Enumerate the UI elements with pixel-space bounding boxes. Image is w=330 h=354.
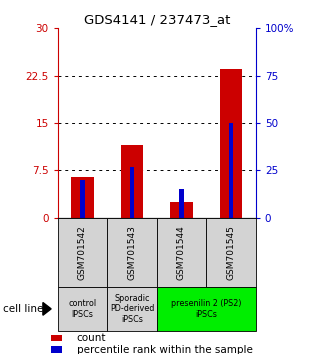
Bar [170,202,193,218]
Text: Sporadic
PD-derived
iPSCs: Sporadic PD-derived iPSCs [110,294,154,324]
Bar [220,69,242,218]
Bar [228,123,234,218]
Bar [129,167,135,218]
Text: count: count [77,333,106,343]
Bar [206,218,256,287]
Text: GSM701543: GSM701543 [127,225,137,280]
Text: GSM701545: GSM701545 [226,225,236,280]
Polygon shape [43,302,51,315]
Text: GSM701544: GSM701544 [177,225,186,280]
Bar [58,218,107,287]
Bar [107,218,157,287]
Bar [121,145,143,218]
Text: GSM701542: GSM701542 [78,225,87,280]
Bar [71,177,94,218]
Bar [58,287,107,331]
Bar [157,218,206,287]
Bar [80,180,85,218]
Bar [157,287,256,331]
Bar [51,335,62,341]
Text: presenilin 2 (PS2)
iPSCs: presenilin 2 (PS2) iPSCs [171,299,242,319]
Text: cell line: cell line [3,304,44,314]
Bar [51,347,62,353]
Bar [179,189,184,218]
Bar [107,287,157,331]
Title: GDS4141 / 237473_at: GDS4141 / 237473_at [83,13,230,26]
Text: percentile rank within the sample: percentile rank within the sample [77,345,252,354]
Text: control
IPSCs: control IPSCs [68,299,97,319]
